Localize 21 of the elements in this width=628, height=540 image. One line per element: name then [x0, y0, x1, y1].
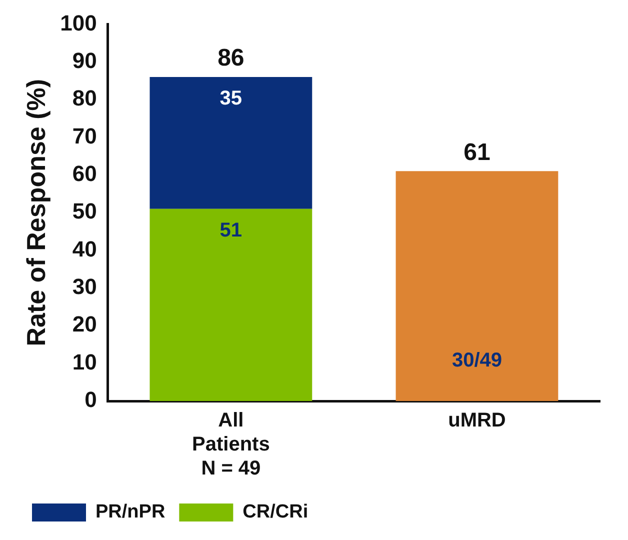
- data-label: 51: [220, 219, 242, 242]
- y-tick-label: 100: [60, 10, 97, 36]
- total-label: 86: [218, 44, 244, 72]
- legend-label: PR/nPR: [96, 502, 166, 523]
- y-tick-label: 0: [84, 387, 97, 412]
- y-tick-label: 60: [72, 160, 97, 186]
- annotation: 30/49: [452, 350, 502, 372]
- y-tick-label: 10: [72, 349, 97, 374]
- x-tick-label: All Patients N = 49: [192, 410, 270, 480]
- y-tick-label: 30: [72, 274, 97, 300]
- legend-label: CR/CRi: [242, 502, 308, 523]
- y-tick-label: 70: [72, 123, 97, 148]
- x-tick-label: uMRD: [448, 410, 506, 432]
- y-axis-title: Rate of Response (%): [20, 78, 51, 346]
- y-tick-label: 20: [72, 312, 97, 337]
- total-label: 61: [464, 138, 490, 166]
- y-tick-label: 90: [72, 48, 97, 73]
- data-label: 35: [220, 87, 242, 110]
- y-tick-label: 80: [72, 86, 97, 111]
- y-tick-label: 50: [72, 198, 97, 224]
- y-tick-label: 40: [72, 236, 97, 262]
